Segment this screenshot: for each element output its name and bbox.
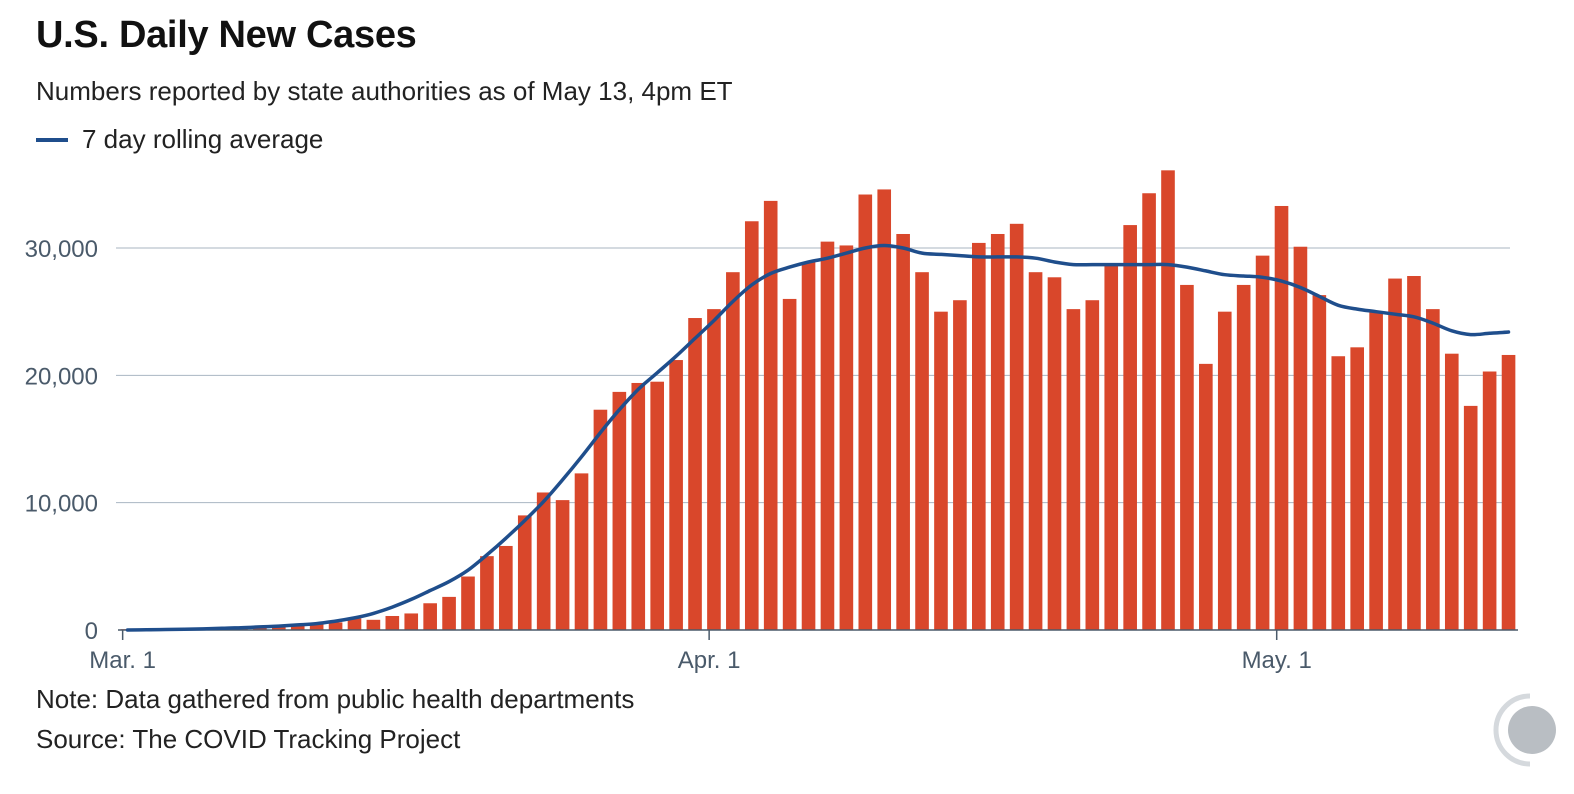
bar [574, 473, 589, 630]
bar [1123, 225, 1137, 630]
bar [1066, 309, 1081, 630]
bar [593, 409, 608, 630]
bar [669, 360, 683, 630]
bar [650, 381, 664, 630]
bar [820, 241, 835, 630]
source-credit: Source: The COVID Tracking Project [36, 724, 461, 754]
chart-subtitle: Numbers reported by state authorities as… [36, 76, 733, 106]
bar [631, 382, 646, 630]
bar [915, 272, 929, 630]
bar [801, 262, 816, 630]
bar [1274, 205, 1289, 631]
bar [1009, 223, 1024, 630]
bar [442, 596, 456, 630]
bar [1161, 170, 1175, 630]
bar [744, 221, 759, 630]
bar [1028, 272, 1043, 630]
bar [536, 492, 551, 630]
bar [1369, 311, 1383, 630]
bar [972, 242, 986, 630]
bar [423, 603, 437, 630]
bar [1236, 284, 1251, 630]
bar [1255, 255, 1270, 630]
bar [385, 615, 400, 630]
y-tick-label: 10,000 [25, 491, 98, 518]
bar [1199, 363, 1213, 630]
bar [858, 194, 873, 630]
y-tick-label: 20,000 [25, 363, 98, 390]
bar [990, 233, 1005, 631]
bar [1407, 276, 1421, 630]
bar [763, 200, 778, 630]
y-tick-label: 0 [85, 618, 98, 645]
bar [1463, 405, 1478, 630]
legend: 7 day rolling average [36, 124, 323, 155]
bar [404, 613, 419, 630]
bar [1388, 278, 1402, 630]
legend-label: 7 day rolling average [82, 124, 324, 154]
x-tick-label: May. 1 [1242, 647, 1312, 674]
bar [1047, 277, 1062, 630]
bar [839, 245, 854, 630]
bar [1501, 354, 1516, 630]
bar [1444, 353, 1459, 630]
rolling-average-line [125, 243, 1511, 632]
bar [612, 391, 627, 630]
bar [934, 311, 948, 630]
bar [1217, 311, 1232, 630]
bar [726, 272, 740, 630]
bar [1104, 264, 1119, 630]
footnote: Note: Data gathered from public health d… [36, 684, 635, 714]
x-tick-label: Apr. 1 [678, 647, 741, 674]
bar [347, 618, 362, 630]
bar [953, 300, 967, 630]
bar [896, 233, 910, 631]
bar [1331, 356, 1346, 630]
y-tick-label: 30,000 [25, 236, 98, 263]
bar [1180, 284, 1194, 630]
bar [517, 515, 532, 630]
bar [290, 624, 305, 630]
bar [1426, 309, 1440, 630]
bar [480, 556, 494, 630]
bar [707, 309, 721, 630]
bar [555, 500, 570, 630]
bar [1142, 193, 1156, 630]
bar [1482, 371, 1497, 630]
bar [688, 318, 702, 630]
covid-tracking-project-logo-icon [1493, 693, 1556, 767]
bar [1350, 347, 1364, 630]
bar [309, 623, 324, 630]
bar [782, 298, 797, 630]
legend-line-swatch [36, 137, 68, 142]
bar [461, 576, 475, 630]
bar [1312, 295, 1327, 630]
bar [877, 189, 892, 630]
bar [1293, 246, 1308, 631]
chart-title: U.S. Daily New Cases [36, 14, 417, 56]
x-tick-label: Mar. 1 [89, 647, 156, 674]
bar [499, 545, 513, 630]
bar [1085, 300, 1100, 630]
bar [366, 619, 381, 630]
bar [328, 622, 343, 630]
